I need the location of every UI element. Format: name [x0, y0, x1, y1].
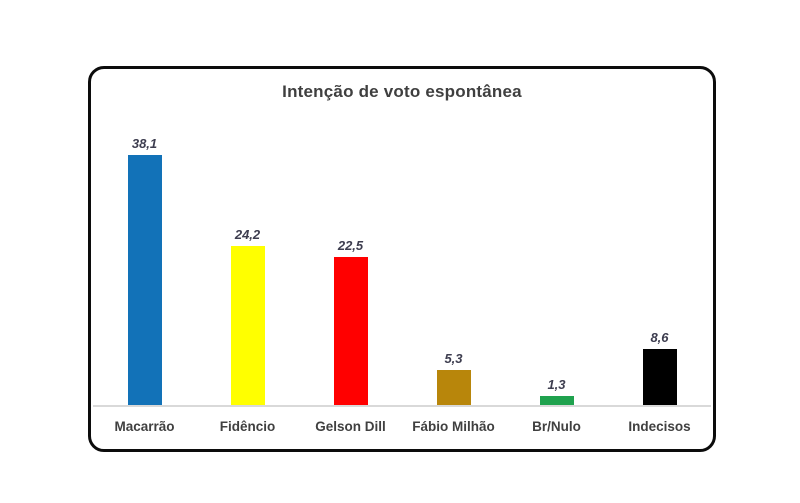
category-label: Gelson Dill: [315, 419, 386, 435]
bar-column: 24,2: [196, 109, 299, 405]
bar: [127, 155, 162, 405]
chart-title: Intenção de voto espontânea: [282, 82, 522, 101]
bar-column: 8,6: [608, 109, 711, 405]
bar-value-label: 38,1: [131, 136, 158, 151]
bar-value-label: 24,2: [234, 227, 261, 242]
bar-column: 38,1: [93, 109, 196, 405]
chart-frame: Intenção de voto espontânea 38,1 24,2 22,5…: [88, 66, 716, 452]
category-label: Indecisos: [628, 419, 691, 435]
category-label: Fábio Milhão: [412, 419, 495, 435]
plot-area: 38,1 24,2 22,5 5,3 1,3 8,6: [93, 109, 711, 405]
bar-column: 22,5: [299, 109, 402, 405]
category-label: Br/Nulo: [532, 419, 581, 435]
bar: [333, 257, 368, 405]
bar: [539, 396, 574, 405]
bar: [642, 349, 677, 405]
bar-value-label: 22,5: [337, 238, 364, 253]
x-axis-line: [93, 405, 711, 407]
bars-row: 38,1 24,2 22,5 5,3 1,3 8,6: [93, 109, 711, 405]
category-label: Fidêncio: [219, 419, 276, 435]
bar-column: 5,3: [402, 109, 505, 405]
category-axis: Macarrão Fidêncio Gelson Dill Fábio Milhão B…: [93, 418, 711, 436]
bar-value-label: 5,3: [444, 351, 463, 366]
category-label: Macarrão: [114, 419, 175, 435]
bar-value-label: 1,3: [547, 377, 566, 392]
bar-value-label: 8,6: [650, 330, 669, 345]
bar-column: 1,3: [505, 109, 608, 405]
bar: [436, 370, 471, 405]
bar: [230, 246, 265, 405]
